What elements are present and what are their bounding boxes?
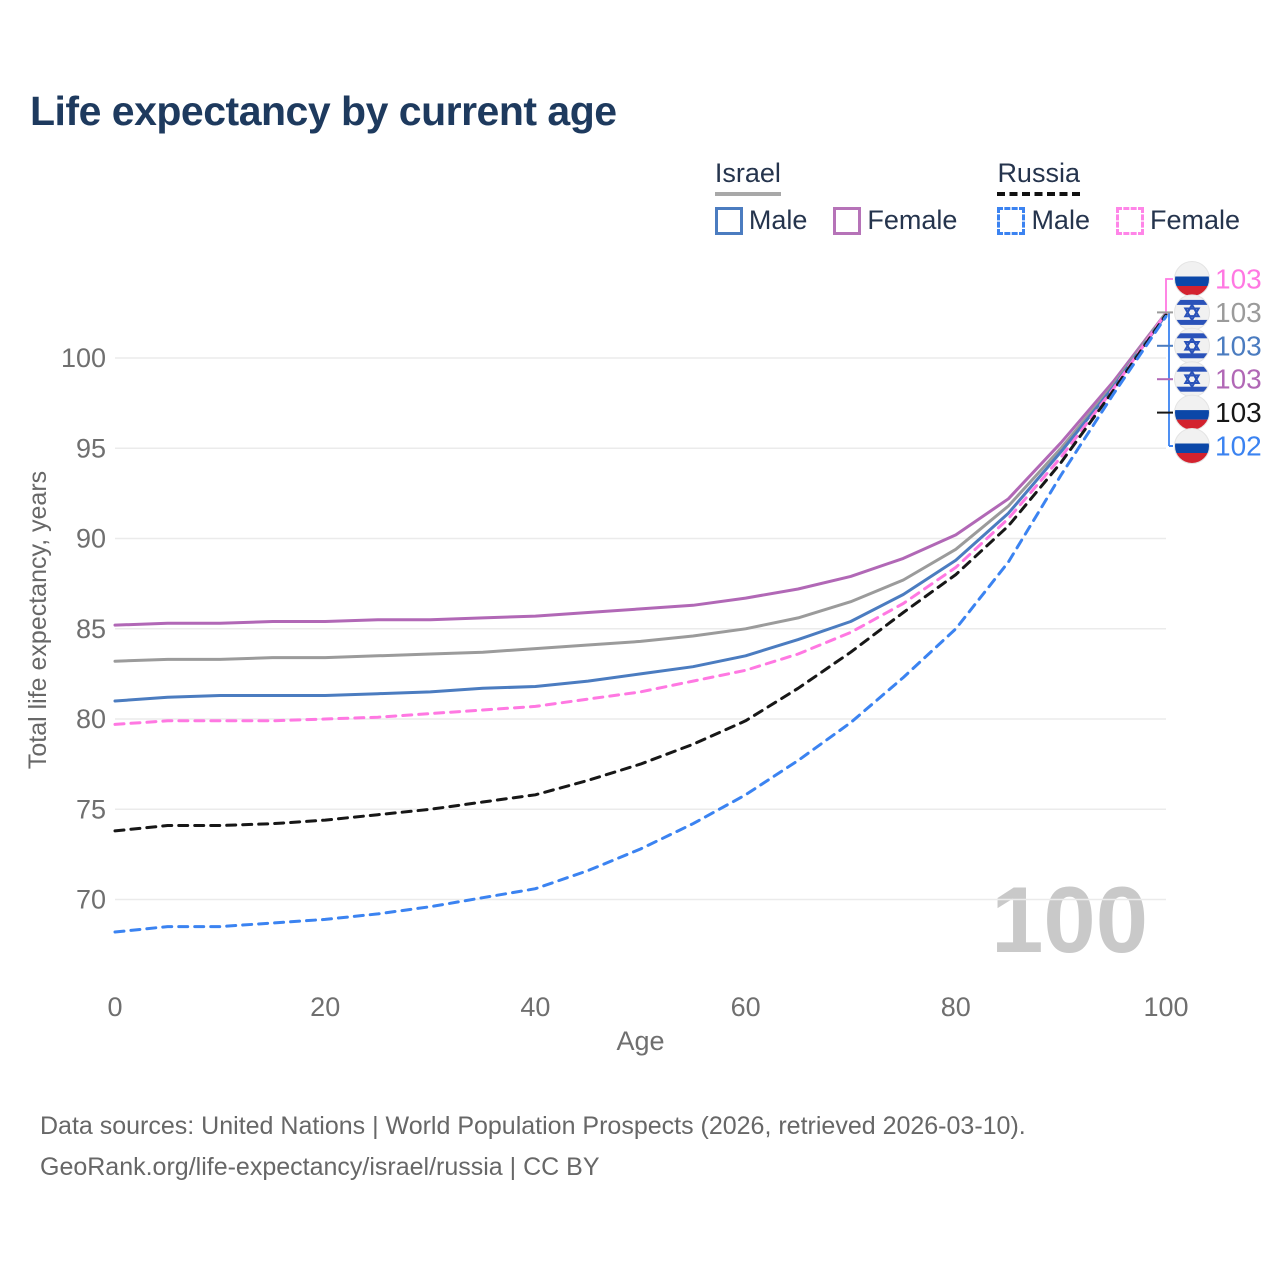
- legend-group-russia: Russia Male Female: [997, 158, 1240, 236]
- x-tick-label: 60: [731, 992, 761, 1022]
- series-line-israel_male[interactable]: [113, 313, 1168, 703]
- series-line-russia_female[interactable]: [113, 311, 1168, 726]
- y-tick-label: 90: [76, 524, 106, 554]
- russia-female-swatch-icon: [1115, 206, 1144, 235]
- russia-flag-icon: [1174, 428, 1210, 464]
- y-tick-label: 70: [76, 885, 106, 915]
- legend-item-russia-male[interactable]: Male: [997, 205, 1090, 236]
- y-tick-label: 85: [76, 614, 106, 644]
- x-tick-label: 0: [107, 992, 122, 1022]
- y-axis-title: Total life expectancy, years: [24, 471, 52, 769]
- star-of-david-icon: [1183, 336, 1201, 351]
- x-tick-label: 40: [520, 992, 550, 1022]
- israel-flag-icon: [1174, 327, 1210, 364]
- russia-male-swatch-icon: [997, 206, 1026, 235]
- legend-item-russia-female[interactable]: Female: [1115, 205, 1240, 236]
- x-axis-title: Age: [616, 1026, 664, 1056]
- x-tick-label: 80: [941, 992, 971, 1022]
- legend: Israel Male Female Russia Male Female: [714, 158, 1240, 236]
- y-tick-label: 75: [76, 794, 106, 824]
- series-line-israel_female[interactable]: [113, 311, 1168, 627]
- end-value-label-russia_male: 102: [1215, 431, 1262, 462]
- x-tick-label: 100: [1143, 992, 1188, 1022]
- legend-country-israel: Israel: [714, 158, 781, 196]
- legend-item-israel-male[interactable]: Male: [714, 205, 808, 236]
- legend-label-russia-female: Female: [1149, 205, 1240, 235]
- israel-flag-icon: [1174, 294, 1210, 331]
- page-title: Life expectancy by current age: [30, 88, 617, 134]
- legend-row-russia: Male Female: [997, 205, 1240, 236]
- legend-row-israel: Male Female: [714, 205, 957, 236]
- series-line-israel_total[interactable]: [113, 311, 1168, 663]
- end-value-label-russia_female: 103: [1215, 264, 1262, 295]
- star-of-david-icon: [1183, 369, 1201, 385]
- end-value-label-israel_male: 103: [1215, 330, 1262, 361]
- hover-age-watermark: 100: [991, 867, 1148, 972]
- series-line-russia_total[interactable]: [113, 313, 1168, 833]
- footer-line-1: Data sources: United Nations | World Pop…: [40, 1112, 1026, 1140]
- israel-flag-icon: [1174, 361, 1210, 398]
- legend-group-israel: Israel Male Female: [714, 158, 957, 236]
- legend-label-russia-male: Male: [1031, 205, 1090, 235]
- legend-label-israel-female: Female: [867, 205, 958, 235]
- israel-female-swatch-icon: [833, 206, 862, 235]
- y-tick-label: 80: [76, 704, 106, 734]
- footer-line-2: GeoRank.org/life-expectancy/israel/russi…: [40, 1152, 600, 1181]
- x-tick-label: 20: [310, 992, 340, 1022]
- legend-country-russia: Russia: [997, 158, 1080, 196]
- y-tick-label: 95: [76, 433, 106, 463]
- legend-label-israel-male: Male: [748, 205, 808, 235]
- star-of-david-icon: [1183, 302, 1201, 318]
- end-value-label-israel_total: 103: [1215, 297, 1262, 328]
- israel-male-swatch-icon: [714, 206, 743, 235]
- end-value-label-russia_total: 103: [1215, 397, 1262, 428]
- russia-flag-icon: [1174, 261, 1210, 297]
- end-value-label-israel_female: 103: [1215, 364, 1262, 395]
- leader-line-russia-female: [1165, 278, 1173, 314]
- series-line-russia_male[interactable]: [113, 315, 1168, 934]
- data-source-footer: Data sources: United Nations | World Pop…: [40, 1106, 1026, 1187]
- legend-item-israel-female[interactable]: Female: [833, 205, 957, 236]
- y-tick-label: 100: [61, 343, 106, 373]
